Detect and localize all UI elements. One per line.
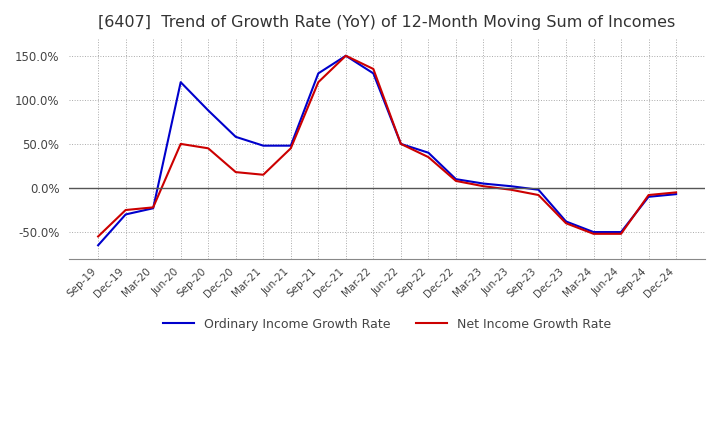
Net Income Growth Rate: [341, 53, 350, 59]
Net Income Growth Rate: [204, 146, 212, 151]
Net Income Growth Rate: [617, 231, 626, 236]
Ordinary Income Growth Rate: [149, 205, 158, 211]
Ordinary Income Growth Rate: [589, 229, 598, 235]
Ordinary Income Growth Rate: [287, 143, 295, 148]
Ordinary Income Growth Rate: [314, 71, 323, 76]
Title: [6407]  Trend of Growth Rate (YoY) of 12-Month Moving Sum of Incomes: [6407] Trend of Growth Rate (YoY) of 12-…: [99, 15, 676, 30]
Ordinary Income Growth Rate: [369, 71, 378, 76]
Ordinary Income Growth Rate: [644, 194, 653, 199]
Net Income Growth Rate: [369, 66, 378, 72]
Net Income Growth Rate: [94, 234, 102, 239]
Net Income Growth Rate: [507, 187, 516, 192]
Ordinary Income Growth Rate: [397, 141, 405, 147]
Ordinary Income Growth Rate: [534, 187, 543, 192]
Ordinary Income Growth Rate: [672, 191, 680, 197]
Line: Net Income Growth Rate: Net Income Growth Rate: [98, 56, 676, 236]
Ordinary Income Growth Rate: [451, 176, 460, 182]
Ordinary Income Growth Rate: [176, 80, 185, 85]
Ordinary Income Growth Rate: [562, 219, 570, 224]
Net Income Growth Rate: [424, 154, 433, 160]
Ordinary Income Growth Rate: [204, 108, 212, 113]
Net Income Growth Rate: [231, 169, 240, 175]
Net Income Growth Rate: [149, 205, 158, 210]
Net Income Growth Rate: [672, 190, 680, 195]
Net Income Growth Rate: [644, 192, 653, 198]
Ordinary Income Growth Rate: [341, 53, 350, 59]
Ordinary Income Growth Rate: [231, 134, 240, 139]
Net Income Growth Rate: [314, 80, 323, 85]
Net Income Growth Rate: [397, 141, 405, 147]
Net Income Growth Rate: [589, 231, 598, 236]
Legend: Ordinary Income Growth Rate, Net Income Growth Rate: Ordinary Income Growth Rate, Net Income …: [158, 313, 616, 336]
Ordinary Income Growth Rate: [507, 183, 516, 189]
Ordinary Income Growth Rate: [479, 181, 487, 186]
Net Income Growth Rate: [479, 183, 487, 189]
Net Income Growth Rate: [122, 207, 130, 213]
Ordinary Income Growth Rate: [94, 242, 102, 248]
Net Income Growth Rate: [534, 192, 543, 198]
Net Income Growth Rate: [176, 141, 185, 147]
Net Income Growth Rate: [259, 172, 268, 177]
Ordinary Income Growth Rate: [617, 229, 626, 235]
Ordinary Income Growth Rate: [424, 150, 433, 155]
Net Income Growth Rate: [287, 146, 295, 151]
Ordinary Income Growth Rate: [122, 212, 130, 217]
Ordinary Income Growth Rate: [259, 143, 268, 148]
Line: Ordinary Income Growth Rate: Ordinary Income Growth Rate: [98, 56, 676, 245]
Net Income Growth Rate: [562, 220, 570, 226]
Net Income Growth Rate: [451, 178, 460, 183]
